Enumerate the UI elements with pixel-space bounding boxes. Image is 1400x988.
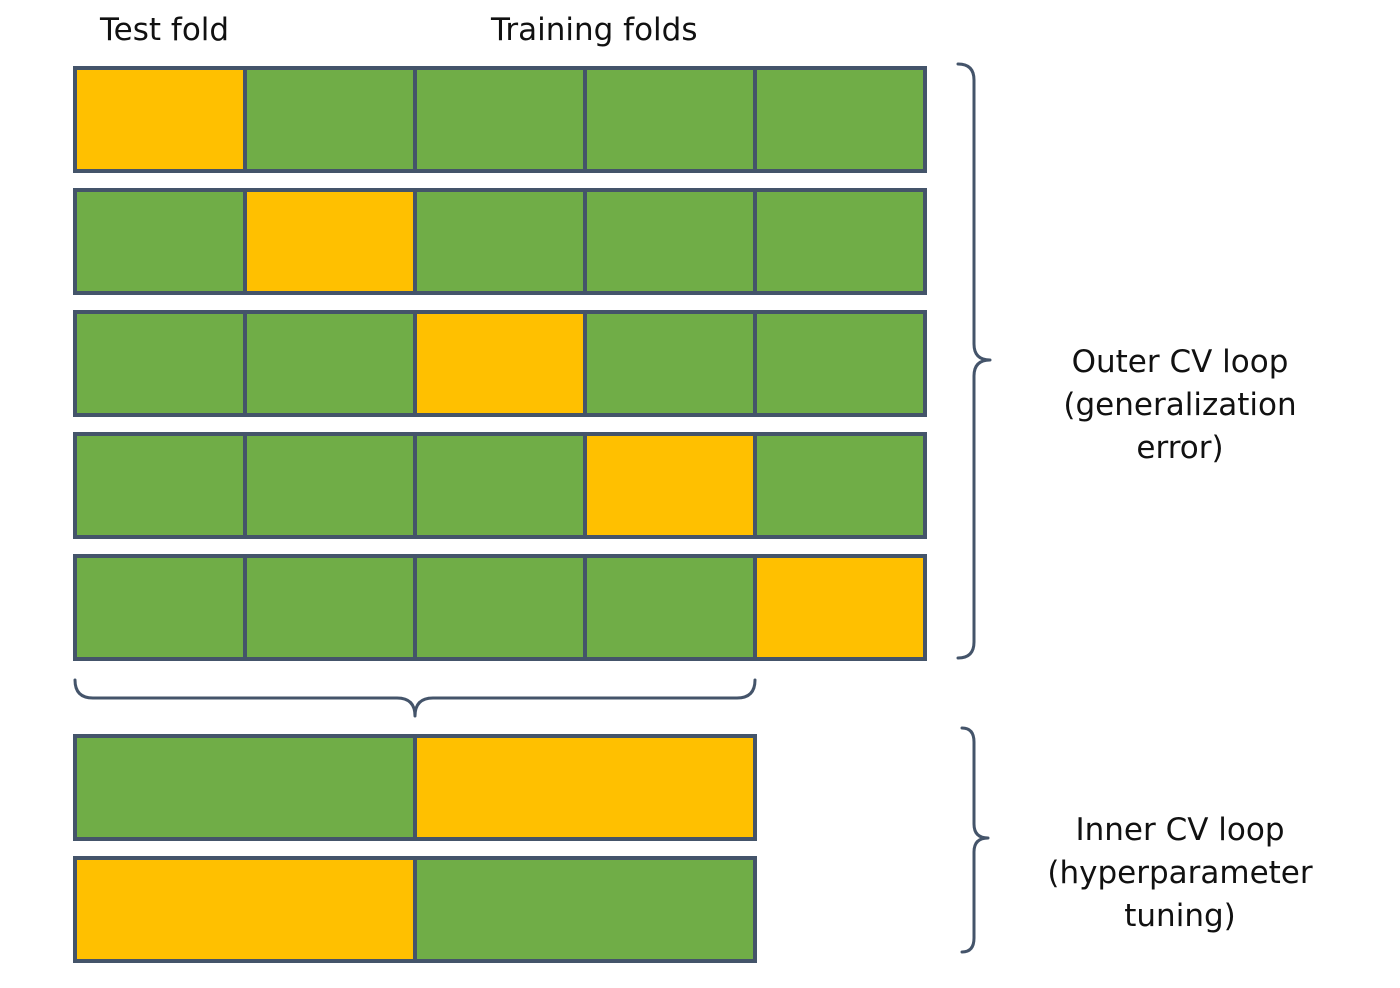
outer-row-3-fold-2-train xyxy=(243,310,417,417)
inner-cv-loop-label: Inner CV loop (hyperparameter tuning) xyxy=(1020,809,1340,938)
outer-row-1-fold-4-train xyxy=(583,66,757,173)
outer-row-5-fold-2-train xyxy=(243,554,417,661)
outer-row-3-fold-5-train xyxy=(753,310,927,417)
outer-row-3-fold-3-test xyxy=(413,310,587,417)
test-fold-label: Test fold xyxy=(100,12,230,48)
outer-row-4-fold-5-train xyxy=(753,432,927,539)
outer-row-2-fold-3-train xyxy=(413,188,587,295)
inner-cv-loop-subtitle-2: tuning) xyxy=(1124,898,1236,934)
inner-loop-brace-icon xyxy=(960,726,990,954)
outer-cv-loop-title: Outer CV loop xyxy=(1071,344,1289,380)
outer-row-3-fold-4-train xyxy=(583,310,757,417)
training-folds-label: Training folds xyxy=(491,12,698,48)
outer-row-5-fold-3-train xyxy=(413,554,587,661)
outer-row-2-fold-5-train xyxy=(753,188,927,295)
outer-row-4-fold-1-train xyxy=(73,432,247,539)
outer-row-2-fold-4-train xyxy=(583,188,757,295)
outer-cv-loop-label: Outer CV loop (generalization error) xyxy=(1020,341,1340,470)
outer-row-5-fold-1-train xyxy=(73,554,247,661)
outer-row-4-fold-4-test xyxy=(583,432,757,539)
inner-row-1-fold-1-train xyxy=(73,734,417,841)
outer-row-4-fold-2-train xyxy=(243,432,417,539)
inner-row-2-fold-2-train xyxy=(413,856,757,963)
outer-row-5-fold-4-train xyxy=(583,554,757,661)
outer-row-1-fold-1-test xyxy=(73,66,247,173)
training-subset-brace-icon xyxy=(73,678,757,718)
outer-row-3-fold-1-train xyxy=(73,310,247,417)
outer-row-1-fold-5-train xyxy=(753,66,927,173)
inner-cv-loop-title: Inner CV loop xyxy=(1075,812,1285,848)
outer-row-1-fold-2-train xyxy=(243,66,417,173)
inner-row-2-fold-1-test xyxy=(73,856,417,963)
outer-row-2-fold-2-test xyxy=(243,188,417,295)
outer-row-5-fold-5-test xyxy=(753,554,927,661)
inner-row-1-fold-2-test xyxy=(413,734,757,841)
outer-row-1-fold-3-train xyxy=(413,66,587,173)
outer-cv-loop-subtitle: (generalization error) xyxy=(1063,387,1297,466)
outer-loop-brace-icon xyxy=(956,62,992,660)
outer-row-4-fold-3-train xyxy=(413,432,587,539)
inner-cv-loop-subtitle-1: (hyperparameter xyxy=(1047,855,1313,891)
outer-row-2-fold-1-train xyxy=(73,188,247,295)
